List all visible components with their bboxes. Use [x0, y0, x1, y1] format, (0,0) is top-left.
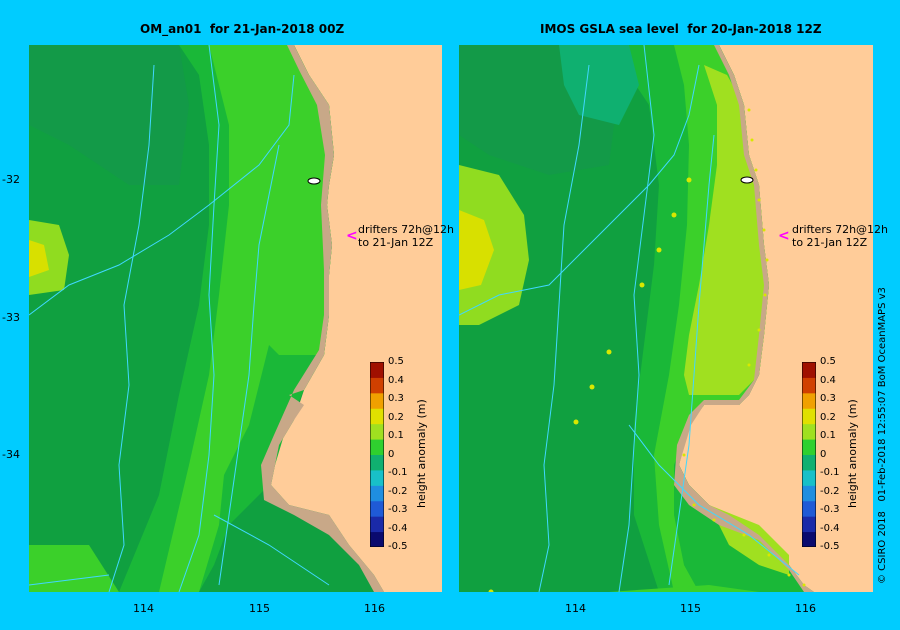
colorbar-right: [802, 362, 816, 547]
lon-tick-right-114: 114: [565, 602, 586, 615]
colorbar-segment: [802, 423, 816, 440]
colorbar-segment: [370, 531, 384, 547]
lon-tick-right-115: 115: [680, 602, 701, 615]
colorbar-segment: [370, 377, 384, 394]
colorbar-tick-label: 0.1: [388, 430, 404, 441]
colorbar-tick-label: -0.1: [820, 467, 840, 478]
contour-dark-n: [559, 45, 639, 125]
lon-tick-right-116: 116: [795, 602, 816, 615]
colorbar-segment: [802, 408, 816, 425]
colorbar-segment: [370, 516, 384, 533]
contour-west-yellow: [459, 210, 494, 290]
colorbar-segment: [370, 423, 384, 440]
colorbar-segment: [802, 392, 816, 409]
colorbar-segment: [802, 531, 816, 547]
colorbar-tick-label: -0.2: [820, 485, 840, 497]
drifter-note-left: drifters 72h@12h to 21-Jan 12Z: [358, 223, 455, 249]
colorbar-segment: [802, 469, 816, 486]
colorbar-tick-label: -0.4: [388, 522, 408, 534]
colorbar-tick-label: 0.2: [820, 411, 836, 423]
colorbar-segment: [802, 377, 816, 394]
colorbar-segment: [802, 454, 816, 471]
drifter-dots: [488, 108, 806, 592]
colorbar-tick-label: 0.2: [388, 411, 404, 423]
colorbar-tick-label: 0.5: [388, 356, 404, 367]
colorbar-tick-label: -0.2: [388, 485, 408, 497]
lat-tick-left-33: -33: [2, 311, 20, 324]
contour-yellow: [29, 240, 49, 277]
contour-yellowgreen: [29, 220, 69, 295]
rottnest-island: [307, 177, 321, 185]
colorbar-segment: [370, 469, 384, 486]
colorbar-segment: [802, 516, 816, 533]
colorbar-tick-label: 0.4: [388, 374, 404, 386]
contour-s-light: [609, 585, 759, 592]
colorbar-tick-label: 0.3: [388, 393, 404, 404]
colorbar-segment: [802, 362, 816, 378]
right-panel-title: IMOS GSLA sea level for 20-Jan-2018 12Z: [540, 22, 822, 36]
credit-text: © CSIRO 2018 01-Feb-2018 12:55:07 BoM Oc…: [877, 287, 888, 584]
colorbar-tick-label: 0.5: [820, 356, 836, 367]
right-map: [459, 45, 873, 592]
colorbar-segment: [370, 392, 384, 409]
left-map: [29, 45, 442, 592]
lon-tick-left-116: 116: [364, 602, 385, 615]
colorbar-segment: [802, 485, 816, 502]
bathymetry-lines: [29, 45, 330, 592]
colorbar-segment: [370, 408, 384, 425]
colorbar-segment: [802, 500, 816, 517]
contour-sw-light: [29, 545, 119, 592]
left-panel-title: OM_an01 for 21-Jan-2018 00Z: [140, 22, 345, 36]
drifter-note-right: drifters 72h@12h to 21-Jan 12Z: [792, 223, 889, 249]
colorbar-left: [370, 362, 384, 547]
colorbar-tick-label: -0.5: [820, 541, 840, 552]
rottnest-island: [740, 176, 754, 184]
ocean-contours: [459, 45, 814, 592]
ocean-contours: [29, 45, 384, 592]
lon-tick-left-115: 115: [249, 602, 270, 615]
colorbar-tick-label: -0.3: [388, 504, 408, 515]
colorbar-label-left: height anomaly (m): [415, 399, 428, 508]
colorbar-tick-label: 0: [388, 448, 395, 460]
drifter-arrow-right: <: [778, 228, 790, 244]
colorbar-tick-label: -0.3: [820, 504, 840, 515]
colorbar-tick-label: -0.5: [388, 541, 408, 552]
colorbar-label-right: height anomaly (m): [846, 399, 859, 508]
colorbar-segment: [370, 362, 384, 378]
colorbar-tick-label: -0.4: [820, 522, 840, 534]
contour-green-light: [159, 45, 334, 592]
lat-tick-left-32: -32: [2, 173, 20, 186]
colorbar-segment: [802, 439, 816, 455]
contour-dark-nw: [29, 45, 189, 185]
coast-shelf: [674, 45, 814, 592]
bathymetry-lines: [459, 45, 800, 592]
lon-tick-left-114: 114: [133, 602, 154, 615]
colorbar-segment: [370, 485, 384, 502]
colorbar-tick-label: 0: [820, 448, 827, 460]
colorbar-tick-label: 0.4: [820, 374, 836, 386]
colorbar-segment: [370, 454, 384, 471]
colorbar-tick-label: 0.3: [820, 393, 836, 404]
colorbar-tick-label: -0.1: [388, 467, 408, 478]
lat-tick-left-34: -34: [2, 448, 20, 461]
colorbar-tick-label: 0.1: [820, 430, 836, 441]
colorbar-segment: [370, 500, 384, 517]
drifter-arrow-left: <: [346, 228, 358, 244]
colorbar-segment: [370, 439, 384, 455]
